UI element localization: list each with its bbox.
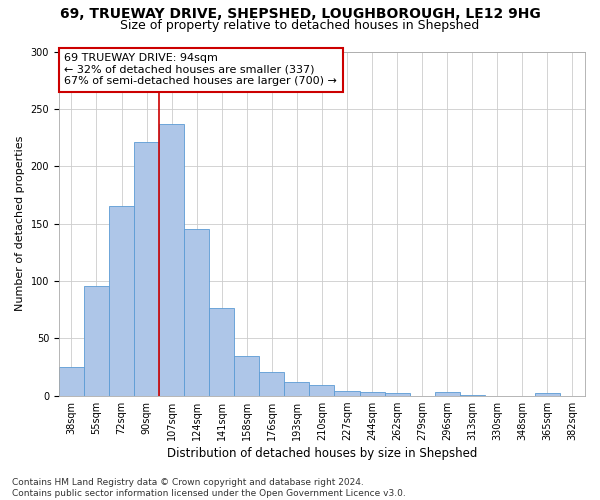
Bar — [434, 392, 460, 396]
Bar — [284, 382, 310, 396]
Bar — [184, 230, 209, 396]
Bar — [259, 372, 284, 396]
Bar — [59, 367, 84, 396]
X-axis label: Distribution of detached houses by size in Shepshed: Distribution of detached houses by size … — [167, 447, 477, 460]
Text: Size of property relative to detached houses in Shepshed: Size of property relative to detached ho… — [121, 18, 479, 32]
Bar — [535, 394, 560, 396]
Text: 69 TRUEWAY DRIVE: 94sqm
← 32% of detached houses are smaller (337)
67% of semi-d: 69 TRUEWAY DRIVE: 94sqm ← 32% of detache… — [64, 53, 337, 86]
Y-axis label: Number of detached properties: Number of detached properties — [15, 136, 25, 312]
Bar — [460, 394, 485, 396]
Bar — [109, 206, 134, 396]
Bar — [134, 142, 159, 396]
Bar — [334, 391, 359, 396]
Bar — [359, 392, 385, 396]
Bar — [84, 286, 109, 396]
Bar — [310, 386, 334, 396]
Text: Contains HM Land Registry data © Crown copyright and database right 2024.
Contai: Contains HM Land Registry data © Crown c… — [12, 478, 406, 498]
Bar — [159, 124, 184, 396]
Bar — [385, 394, 410, 396]
Bar — [234, 356, 259, 396]
Bar — [209, 308, 234, 396]
Text: 69, TRUEWAY DRIVE, SHEPSHED, LOUGHBOROUGH, LE12 9HG: 69, TRUEWAY DRIVE, SHEPSHED, LOUGHBOROUG… — [59, 8, 541, 22]
